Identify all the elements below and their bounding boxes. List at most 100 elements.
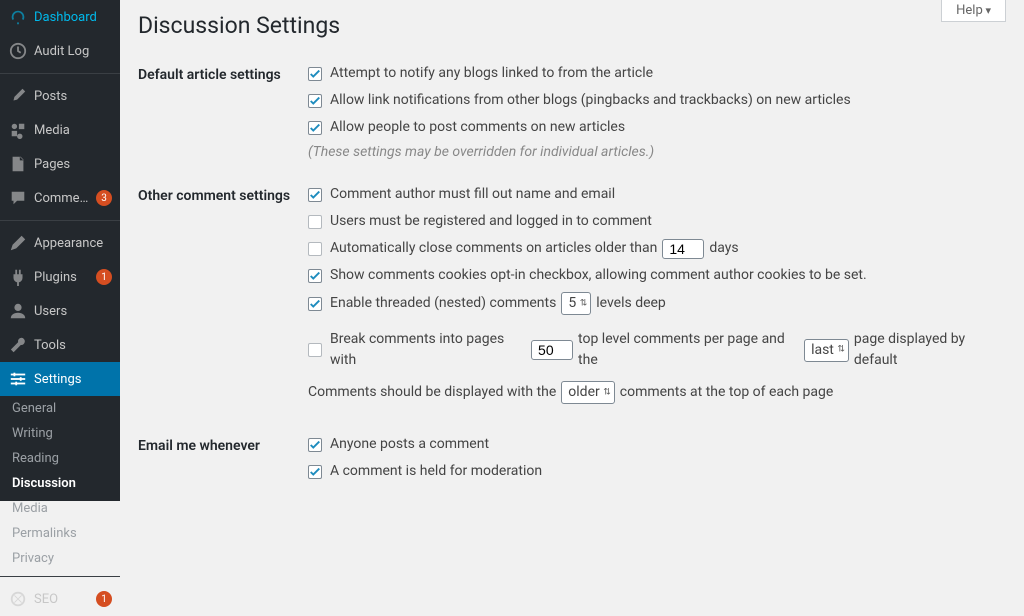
setting-email-held-checkbox[interactable]: [308, 465, 322, 479]
sidebar-sub-reading[interactable]: Reading: [0, 446, 120, 471]
setting-email-held: A comment is held for moderation: [308, 461, 1006, 482]
sidebar-sub-writing[interactable]: Writing: [0, 421, 120, 446]
sidebar-label: Appearance: [34, 236, 112, 251]
paginate-checkbox[interactable]: [308, 343, 322, 357]
sidebar-label: Audit Log: [34, 44, 112, 59]
sidebar-item-audit-log[interactable]: Audit Log: [0, 34, 120, 68]
setting-registered-checkbox[interactable]: [308, 215, 322, 229]
setting-allow-comments: Allow people to post comments on new art…: [308, 117, 1006, 138]
setting-threaded: Enable threaded (nested) comments 5 leve…: [308, 292, 1006, 315]
setting-notify-blogs-checkbox[interactable]: [308, 67, 322, 81]
threaded-checkbox[interactable]: [308, 297, 322, 311]
paginate-count-input[interactable]: [531, 340, 573, 360]
page-title: Discussion Settings: [138, 0, 1006, 53]
order-label-post: comments at the top of each page: [620, 382, 834, 403]
setting-name-email: Comment author must fill out name and em…: [308, 184, 1006, 205]
sidebar-item-users[interactable]: Users: [0, 294, 120, 328]
sidebar-label: Users: [34, 304, 112, 319]
setting-paginate: Break comments into pages with top level…: [308, 329, 1006, 371]
tools-icon: [8, 335, 28, 355]
sidebar-label: Posts: [34, 89, 112, 104]
setting-name-email-checkbox[interactable]: [308, 188, 322, 202]
sidebar-item-settings[interactable]: Settings: [0, 362, 120, 396]
threaded-depth-select[interactable]: 5: [561, 292, 591, 315]
setting-email-anyone: Anyone posts a comment: [308, 434, 1006, 455]
auto-close-checkbox[interactable]: [308, 242, 322, 256]
section-heading-email: Email me whenever: [138, 424, 308, 501]
setting-cookies-optin-checkbox[interactable]: [308, 269, 322, 283]
sidebar-item-seo[interactable]: SEO 1: [0, 582, 120, 616]
paginate-page-select[interactable]: last: [804, 339, 849, 362]
auto-close-label-pre: Automatically close comments on articles…: [330, 238, 657, 259]
setting-pingbacks-label: Allow link notifications from other blog…: [330, 90, 851, 111]
section-heading-other: Other comment settings: [138, 174, 308, 424]
setting-name-email-label: Comment author must fill out name and em…: [330, 184, 615, 205]
audit-icon: [8, 41, 28, 61]
sidebar-badge: 1: [96, 269, 112, 285]
main-content: Help Discussion Settings Default article…: [120, 0, 1024, 501]
paginate-label-mid: top level comments per page and the: [578, 329, 799, 371]
plugins-icon: [8, 267, 28, 287]
sidebar-item-dashboard[interactable]: Dashboard: [0, 0, 120, 34]
threaded-label-pre: Enable threaded (nested) comments: [330, 293, 556, 314]
help-tab[interactable]: Help: [941, 0, 1006, 22]
sidebar-separator: [0, 576, 120, 577]
sidebar-item-media[interactable]: Media: [0, 113, 120, 147]
sidebar-badge: 3: [96, 190, 112, 206]
sidebar-item-comments[interactable]: Comments 3: [0, 181, 120, 215]
sidebar-item-posts[interactable]: Posts: [0, 79, 120, 113]
setting-registered-label: Users must be registered and logged in t…: [330, 211, 652, 232]
setting-email-held-label: A comment is held for moderation: [330, 461, 542, 482]
sidebar-label: Media: [34, 123, 112, 138]
sidebar-label: Comments: [34, 191, 92, 206]
sidebar-label: SEO: [34, 592, 92, 607]
paginate-label-pre: Break comments into pages with: [330, 329, 526, 371]
setting-allow-comments-checkbox[interactable]: [308, 121, 322, 135]
sidebar-sub-privacy[interactable]: Privacy: [0, 546, 120, 571]
sidebar-item-appearance[interactable]: Appearance: [0, 226, 120, 260]
setting-allow-comments-label: Allow people to post comments on new art…: [330, 117, 625, 138]
setting-notify-blogs-label: Attempt to notify any blogs linked to fr…: [330, 63, 653, 84]
appearance-icon: [8, 233, 28, 253]
sidebar-sub-discussion[interactable]: Discussion: [0, 471, 120, 496]
setting-email-anyone-checkbox[interactable]: [308, 438, 322, 452]
sidebar-label: Tools: [34, 338, 112, 353]
paginate-label-post: page displayed by default: [854, 329, 1006, 371]
sidebar-separator: [0, 220, 120, 221]
auto-close-label-post: days: [709, 238, 738, 259]
setting-registered: Users must be registered and logged in t…: [308, 211, 1006, 232]
sidebar-label: Settings: [34, 372, 112, 387]
order-label-pre: Comments should be displayed with the: [308, 382, 556, 403]
setting-email-anyone-label: Anyone posts a comment: [330, 434, 489, 455]
setting-auto-close: Automatically close comments on articles…: [308, 238, 1006, 259]
sidebar-label: Plugins: [34, 270, 92, 285]
sidebar-separator: [0, 73, 120, 74]
seo-icon: [8, 589, 28, 609]
sidebar-label: Dashboard: [34, 10, 112, 25]
order-select[interactable]: older: [561, 381, 614, 404]
setting-cookies-optin: Show comments cookies opt-in checkbox, a…: [308, 265, 1006, 286]
media-icon: [8, 120, 28, 140]
setting-order: Comments should be displayed with the ol…: [308, 381, 1006, 404]
setting-notify-blogs: Attempt to notify any blogs linked to fr…: [308, 63, 1006, 84]
sidebar-item-plugins[interactable]: Plugins 1: [0, 260, 120, 294]
settings-icon: [8, 369, 28, 389]
posts-icon: [8, 86, 28, 106]
auto-close-days-input[interactable]: [662, 239, 704, 259]
users-icon: [8, 301, 28, 321]
section-heading-default: Default article settings: [138, 53, 308, 174]
sidebar-item-pages[interactable]: Pages: [0, 147, 120, 181]
sidebar-label: Pages: [34, 157, 112, 172]
setting-pingbacks-checkbox[interactable]: [308, 94, 322, 108]
dashboard-icon: [8, 7, 28, 27]
sidebar-sub-general[interactable]: General: [0, 396, 120, 421]
override-note: (These settings may be overridden for in…: [308, 144, 1006, 160]
threaded-label-post: levels deep: [596, 293, 666, 314]
sidebar-sub-media[interactable]: Media: [0, 496, 120, 521]
sidebar-sub-permalinks[interactable]: Permalinks: [0, 521, 120, 546]
pages-icon: [8, 154, 28, 174]
setting-cookies-optin-label: Show comments cookies opt-in checkbox, a…: [330, 265, 867, 286]
comments-icon: [8, 188, 28, 208]
sidebar-badge: 1: [96, 591, 112, 607]
sidebar-item-tools[interactable]: Tools: [0, 328, 120, 362]
